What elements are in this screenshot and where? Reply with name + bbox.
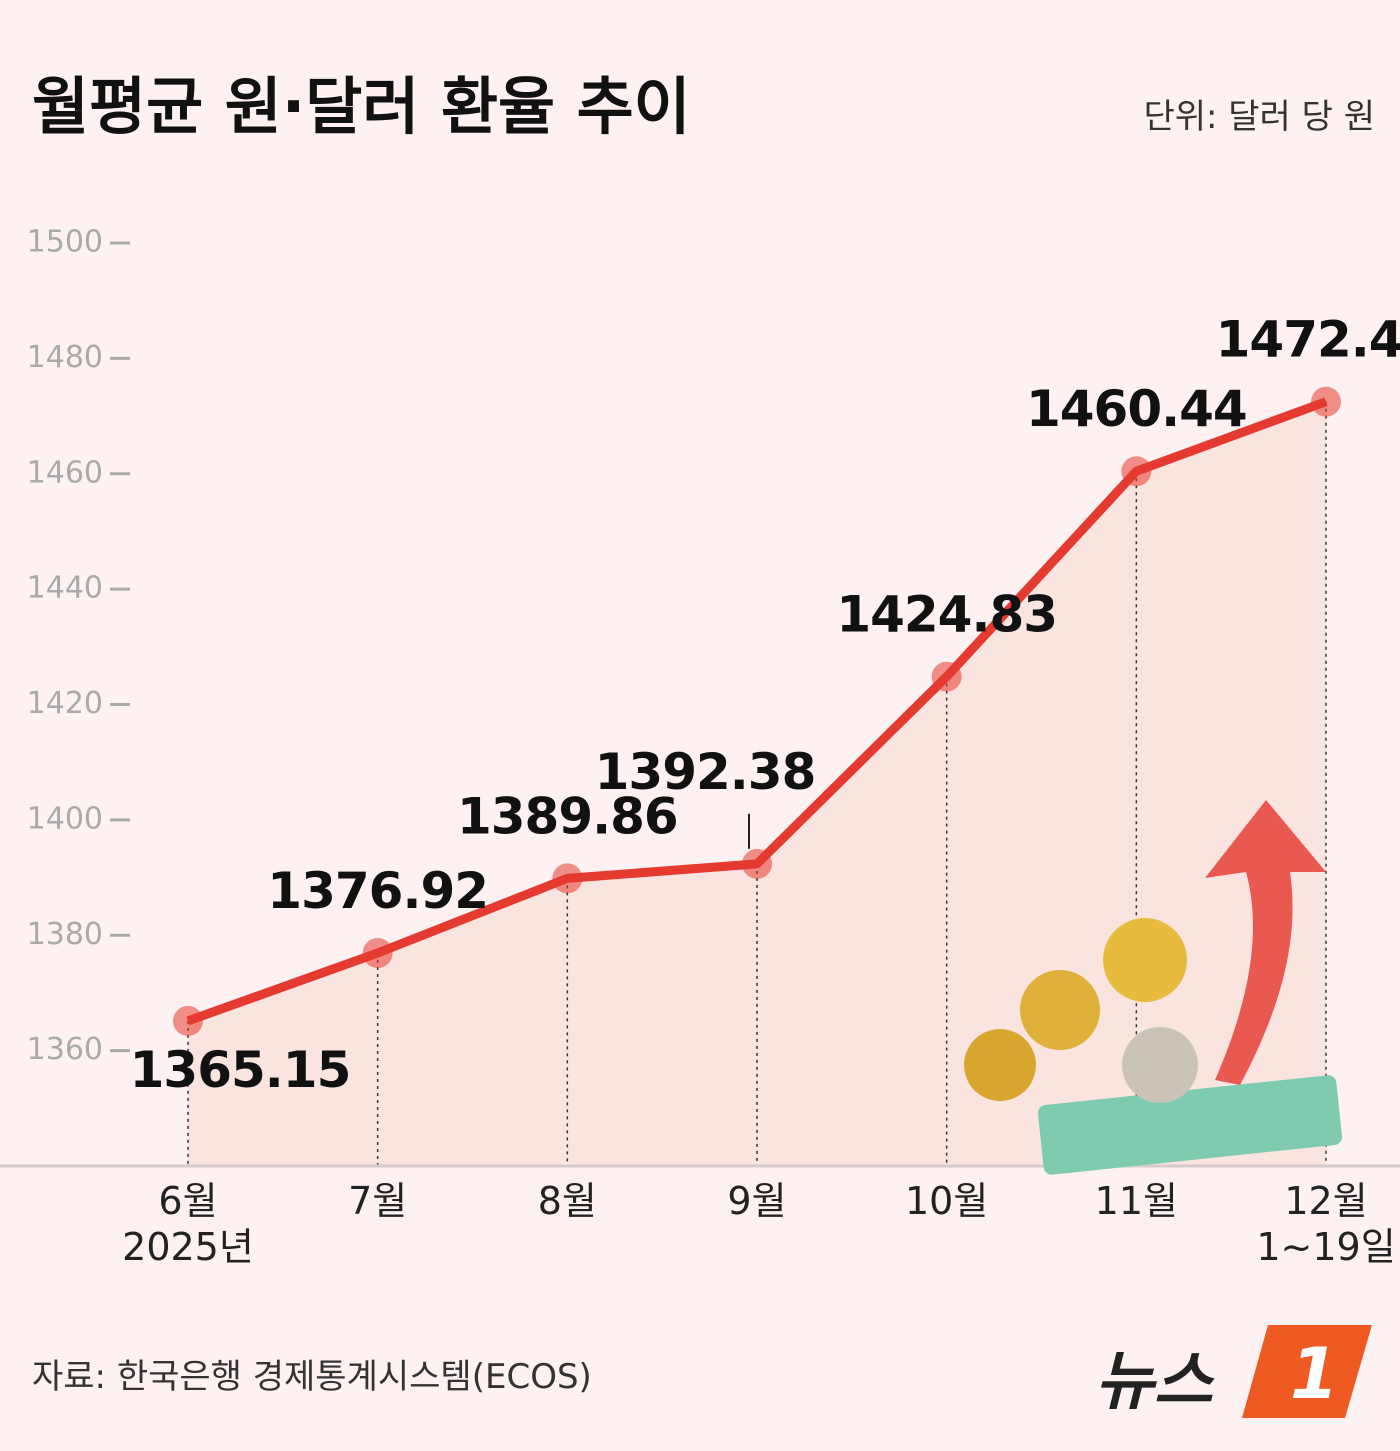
plot-area: 1360 1380 1400 1420 1440 1460 1480 1500 1365.15 1… — [27, 225, 1400, 1166]
source: 자료: 한국은행 경제통계시스템(ECOS) — [32, 1357, 592, 1397]
point — [1121, 456, 1152, 487]
x-tick-label: 6월 2025년 — [122, 1179, 254, 1269]
value-label: 1472.49 — [1216, 311, 1400, 369]
y-tick-label: 1420 — [27, 686, 103, 721]
y-tick-label: 1440 — [27, 571, 103, 606]
point — [173, 1005, 203, 1036]
point — [552, 863, 583, 894]
logo-badge — [1242, 1325, 1372, 1418]
point — [362, 938, 393, 969]
value-label: 1424.83 — [836, 586, 1057, 644]
x-tick-label: 11월 — [1094, 1179, 1178, 1223]
value-label: 1389.86 — [457, 787, 678, 845]
value-label: 1365.15 — [130, 1041, 351, 1099]
y-tick-label: 1480 — [27, 340, 103, 375]
x-tick-label: 9월 — [727, 1179, 787, 1223]
chart-title: 월평균 원·달러 환율 추이 — [32, 70, 691, 143]
logo-text: 뉴스 — [1095, 1345, 1215, 1419]
illustration — [964, 800, 1343, 1175]
y-tick-label: 1500 — [27, 225, 103, 260]
value-label: 1460.44 — [1026, 380, 1247, 438]
y-tick-label: 1360 — [27, 1032, 103, 1067]
unit-label: 단위: 달러 당 원 — [1143, 97, 1375, 137]
x-tick-label: 10월 — [905, 1179, 989, 1223]
point — [742, 848, 773, 879]
x-tick-label: 8월 — [537, 1179, 597, 1223]
value-label: 1392.38 — [595, 743, 816, 801]
point — [931, 661, 962, 692]
x-tick-label: 12월 1~19일 — [1256, 1179, 1396, 1269]
y-tick-label: 1400 — [27, 801, 103, 836]
x-tick-label: 7월 — [348, 1179, 408, 1223]
value-label: 1376.92 — [267, 862, 488, 920]
logo-mark: 1 — [1290, 1333, 1339, 1415]
y-tick-label: 1380 — [27, 917, 103, 952]
point — [1311, 386, 1342, 417]
y-tick-label: 1460 — [27, 455, 103, 490]
